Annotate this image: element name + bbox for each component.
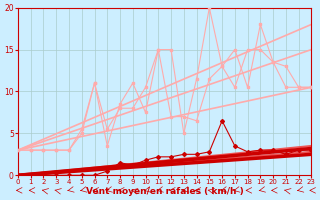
- X-axis label: Vent moyen/en rafales ( km/h ): Vent moyen/en rafales ( km/h ): [86, 187, 244, 196]
